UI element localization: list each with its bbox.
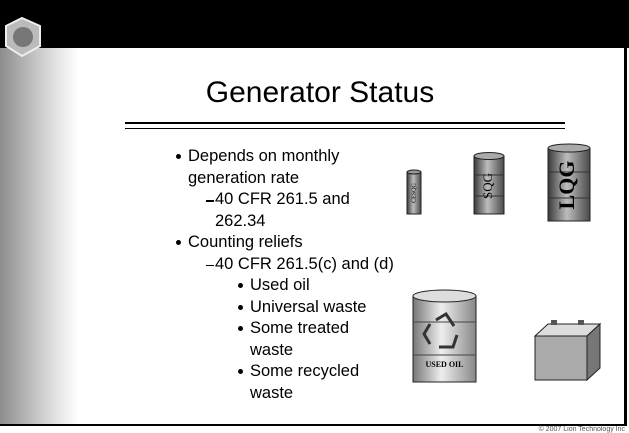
footer: © 2007 Lion Technology Inc bbox=[539, 426, 625, 433]
bullet-text: Counting reliefs bbox=[188, 232, 358, 254]
bullet-text: 40 CFR 261.5 and 262.34 bbox=[215, 190, 350, 230]
bullet-marker bbox=[176, 240, 181, 245]
bullet-item: Universal waste bbox=[175, 297, 395, 319]
bullet-item: 40 CFR 261.5(c) and (d) bbox=[175, 254, 395, 276]
bullet-marker bbox=[238, 305, 243, 310]
drum-label: SQG bbox=[480, 173, 495, 199]
bullet-item: 40 CFR 261.5 and 262.34 bbox=[175, 189, 395, 232]
bullet-marker bbox=[238, 369, 243, 374]
drum-label: CESQG bbox=[411, 182, 417, 202]
bullet-item: Counting reliefs bbox=[175, 232, 395, 254]
bullet-item: Some recycled waste bbox=[175, 361, 395, 404]
bullet-item: Depends on monthly generation rate bbox=[175, 146, 395, 189]
title-rule bbox=[125, 122, 565, 124]
bullet-text: Some recycled waste bbox=[250, 362, 359, 402]
bullet-item: Some treated waste bbox=[175, 318, 395, 361]
bullet-marker bbox=[176, 154, 181, 159]
logo bbox=[6, 18, 40, 56]
bullet-marker bbox=[206, 265, 214, 267]
bullet-text: Universal waste bbox=[250, 298, 366, 316]
bullet-text: Depends on monthly generation rate bbox=[188, 146, 358, 189]
bullet-text: Used oil bbox=[250, 276, 310, 294]
bullet-item: Used oil bbox=[175, 275, 395, 297]
bullet-marker bbox=[206, 200, 214, 202]
bullet-marker bbox=[238, 283, 243, 288]
slide-title: Generator Status bbox=[120, 76, 520, 110]
battery bbox=[535, 320, 600, 380]
drum-label: USED OIL bbox=[425, 360, 463, 369]
drum-label: LQG bbox=[554, 161, 579, 210]
bullet-text: 40 CFR 261.5(c) and (d) bbox=[215, 255, 394, 273]
slide: CESQG SQG LQG USED OIL Generator Status Dep… bbox=[0, 0, 629, 433]
bullet-marker bbox=[238, 326, 243, 331]
title-rule bbox=[125, 128, 565, 129]
bullet-text: Some treated waste bbox=[250, 319, 349, 359]
